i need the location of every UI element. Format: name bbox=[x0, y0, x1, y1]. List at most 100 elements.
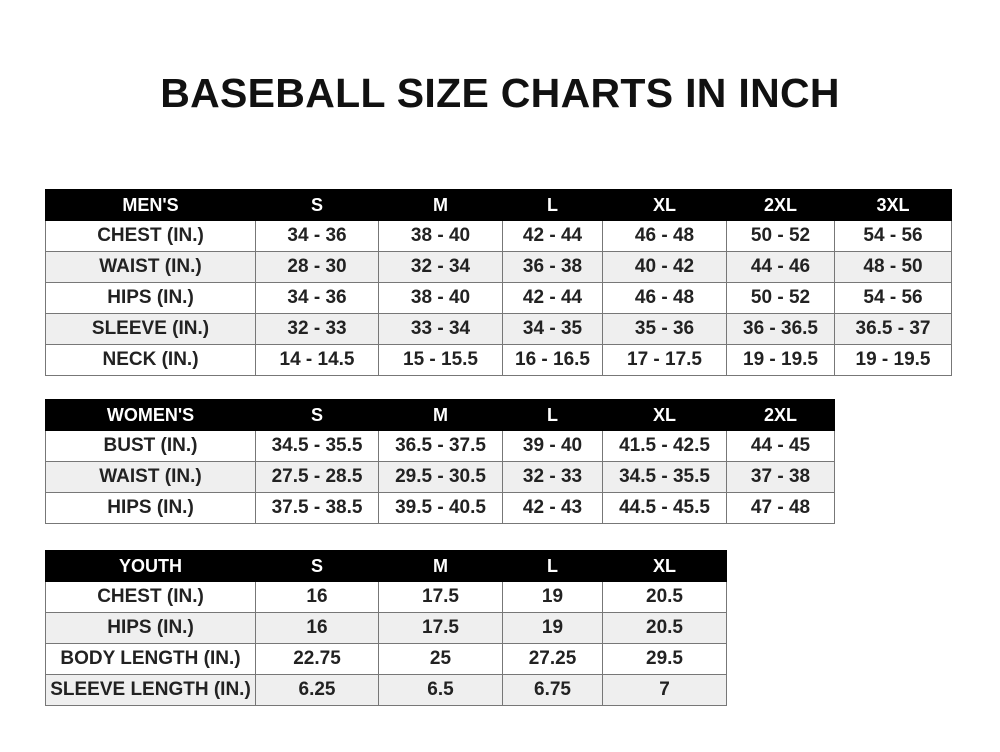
size-value: 27.5 - 28.5 bbox=[255, 461, 379, 493]
size-value: 14 - 14.5 bbox=[255, 344, 379, 376]
size-value: 32 - 33 bbox=[255, 313, 379, 345]
size-header: XL bbox=[602, 550, 727, 582]
size-value: 42 - 44 bbox=[502, 220, 603, 252]
measurement-label: BUST (IN.) bbox=[45, 430, 256, 462]
size-value: 22.75 bbox=[255, 643, 379, 675]
size-value: 36.5 - 37 bbox=[834, 313, 952, 345]
table-row: HIPS (IN.) 34 - 36 38 - 40 42 - 44 46 - 48 50… bbox=[45, 282, 952, 314]
size-value: 37 - 38 bbox=[726, 461, 835, 493]
size-value: 33 - 34 bbox=[378, 313, 503, 345]
size-value: 6.75 bbox=[502, 674, 603, 706]
size-header: XL bbox=[602, 399, 727, 431]
size-value: 34 - 36 bbox=[255, 220, 379, 252]
page-title: BASEBALL SIZE CHARTS IN INCH bbox=[160, 70, 840, 116]
size-value: 16 bbox=[255, 612, 379, 644]
size-value: 28 - 30 bbox=[255, 251, 379, 283]
measurement-label: HIPS (IN.) bbox=[45, 282, 256, 314]
table-row: HIPS (IN.) 37.5 - 38.5 39.5 - 40.5 42 - 43 4… bbox=[45, 492, 835, 524]
size-value: 6.25 bbox=[255, 674, 379, 706]
size-value: 27.25 bbox=[502, 643, 603, 675]
size-value: 20.5 bbox=[602, 612, 727, 644]
category-header: YOUTH bbox=[45, 550, 256, 582]
size-header: M bbox=[378, 189, 503, 221]
size-value: 25 bbox=[378, 643, 503, 675]
size-header: L bbox=[502, 550, 603, 582]
size-value: 19 bbox=[502, 581, 603, 613]
size-value: 48 - 50 bbox=[834, 251, 952, 283]
size-value: 15 - 15.5 bbox=[378, 344, 503, 376]
size-value: 40 - 42 bbox=[602, 251, 727, 283]
size-value: 36.5 - 37.5 bbox=[378, 430, 503, 462]
measurement-label: SLEEVE LENGTH (IN.) bbox=[45, 674, 256, 706]
header-row: MEN'S S M L XL 2XL 3XL bbox=[45, 189, 952, 221]
size-value: 47 - 48 bbox=[726, 492, 835, 524]
mens-size-table: MEN'S S M L XL 2XL 3XL CHEST (IN.) 34 - 36 38 - 4… bbox=[45, 189, 952, 376]
header-row: WOMEN'S S M L XL 2XL bbox=[45, 399, 835, 431]
table-row: NECK (IN.) 14 - 14.5 15 - 15.5 16 - 16.5 17 … bbox=[45, 344, 952, 376]
size-value: 38 - 40 bbox=[378, 282, 503, 314]
table-row: SLEEVE LENGTH (IN.) 6.25 6.5 6.75 7 bbox=[45, 674, 727, 706]
size-header: M bbox=[378, 399, 503, 431]
size-value: 34 - 35 bbox=[502, 313, 603, 345]
size-header: XL bbox=[602, 189, 727, 221]
table-row: WAIST (IN.) 28 - 30 32 - 34 36 - 38 40 - 42 4… bbox=[45, 251, 952, 283]
size-value: 39.5 - 40.5 bbox=[378, 492, 503, 524]
size-value: 20.5 bbox=[602, 581, 727, 613]
size-value: 29.5 - 30.5 bbox=[378, 461, 503, 493]
size-value: 16 bbox=[255, 581, 379, 613]
measurement-label: HIPS (IN.) bbox=[45, 492, 256, 524]
size-value: 54 - 56 bbox=[834, 220, 952, 252]
size-header: S bbox=[255, 550, 379, 582]
size-value: 17.5 bbox=[378, 612, 503, 644]
size-value: 6.5 bbox=[378, 674, 503, 706]
size-value: 29.5 bbox=[602, 643, 727, 675]
size-value: 38 - 40 bbox=[378, 220, 503, 252]
size-value: 7 bbox=[602, 674, 727, 706]
measurement-label: WAIST (IN.) bbox=[45, 251, 256, 283]
measurement-label: BODY LENGTH (IN.) bbox=[45, 643, 256, 675]
size-value: 34 - 36 bbox=[255, 282, 379, 314]
table-row: HIPS (IN.) 16 17.5 19 20.5 bbox=[45, 612, 727, 644]
size-value: 37.5 - 38.5 bbox=[255, 492, 379, 524]
size-value: 44 - 45 bbox=[726, 430, 835, 462]
size-value: 34.5 - 35.5 bbox=[255, 430, 379, 462]
size-value: 42 - 44 bbox=[502, 282, 603, 314]
size-header: 2XL bbox=[726, 189, 835, 221]
size-value: 19 - 19.5 bbox=[834, 344, 952, 376]
size-value: 34.5 - 35.5 bbox=[602, 461, 727, 493]
size-value: 42 - 43 bbox=[502, 492, 603, 524]
size-value: 46 - 48 bbox=[602, 220, 727, 252]
size-value: 36 - 38 bbox=[502, 251, 603, 283]
size-value: 46 - 48 bbox=[602, 282, 727, 314]
category-header: MEN'S bbox=[45, 189, 256, 221]
size-value: 19 - 19.5 bbox=[726, 344, 835, 376]
measurement-label: SLEEVE (IN.) bbox=[45, 313, 256, 345]
size-value: 35 - 36 bbox=[602, 313, 727, 345]
size-header: M bbox=[378, 550, 503, 582]
table-row: WAIST (IN.) 27.5 - 28.5 29.5 - 30.5 32 - 33… bbox=[45, 461, 835, 493]
womens-size-table: WOMEN'S S M L XL 2XL BUST (IN.) 34.5 - 35.5 36.5… bbox=[45, 399, 835, 524]
size-value: 36 - 36.5 bbox=[726, 313, 835, 345]
size-header: L bbox=[502, 399, 603, 431]
size-value: 50 - 52 bbox=[726, 282, 835, 314]
table-row: SLEEVE (IN.) 32 - 33 33 - 34 34 - 35 35 - 36… bbox=[45, 313, 952, 345]
size-header: S bbox=[255, 399, 379, 431]
size-value: 50 - 52 bbox=[726, 220, 835, 252]
size-value: 16 - 16.5 bbox=[502, 344, 603, 376]
size-value: 19 bbox=[502, 612, 603, 644]
measurement-label: HIPS (IN.) bbox=[45, 612, 256, 644]
measurement-label: WAIST (IN.) bbox=[45, 461, 256, 493]
size-value: 44 - 46 bbox=[726, 251, 835, 283]
category-header: WOMEN'S bbox=[45, 399, 256, 431]
table-row: BODY LENGTH (IN.) 22.75 25 27.25 29.5 bbox=[45, 643, 727, 675]
size-value: 54 - 56 bbox=[834, 282, 952, 314]
size-value: 32 - 33 bbox=[502, 461, 603, 493]
table-row: CHEST (IN.) 16 17.5 19 20.5 bbox=[45, 581, 727, 613]
measurement-label: CHEST (IN.) bbox=[45, 581, 256, 613]
size-value: 44.5 - 45.5 bbox=[602, 492, 727, 524]
size-value: 39 - 40 bbox=[502, 430, 603, 462]
measurement-label: NECK (IN.) bbox=[45, 344, 256, 376]
size-value: 17 - 17.5 bbox=[602, 344, 727, 376]
table-row: BUST (IN.) 34.5 - 35.5 36.5 - 37.5 39 - 40 4… bbox=[45, 430, 835, 462]
size-value: 17.5 bbox=[378, 581, 503, 613]
